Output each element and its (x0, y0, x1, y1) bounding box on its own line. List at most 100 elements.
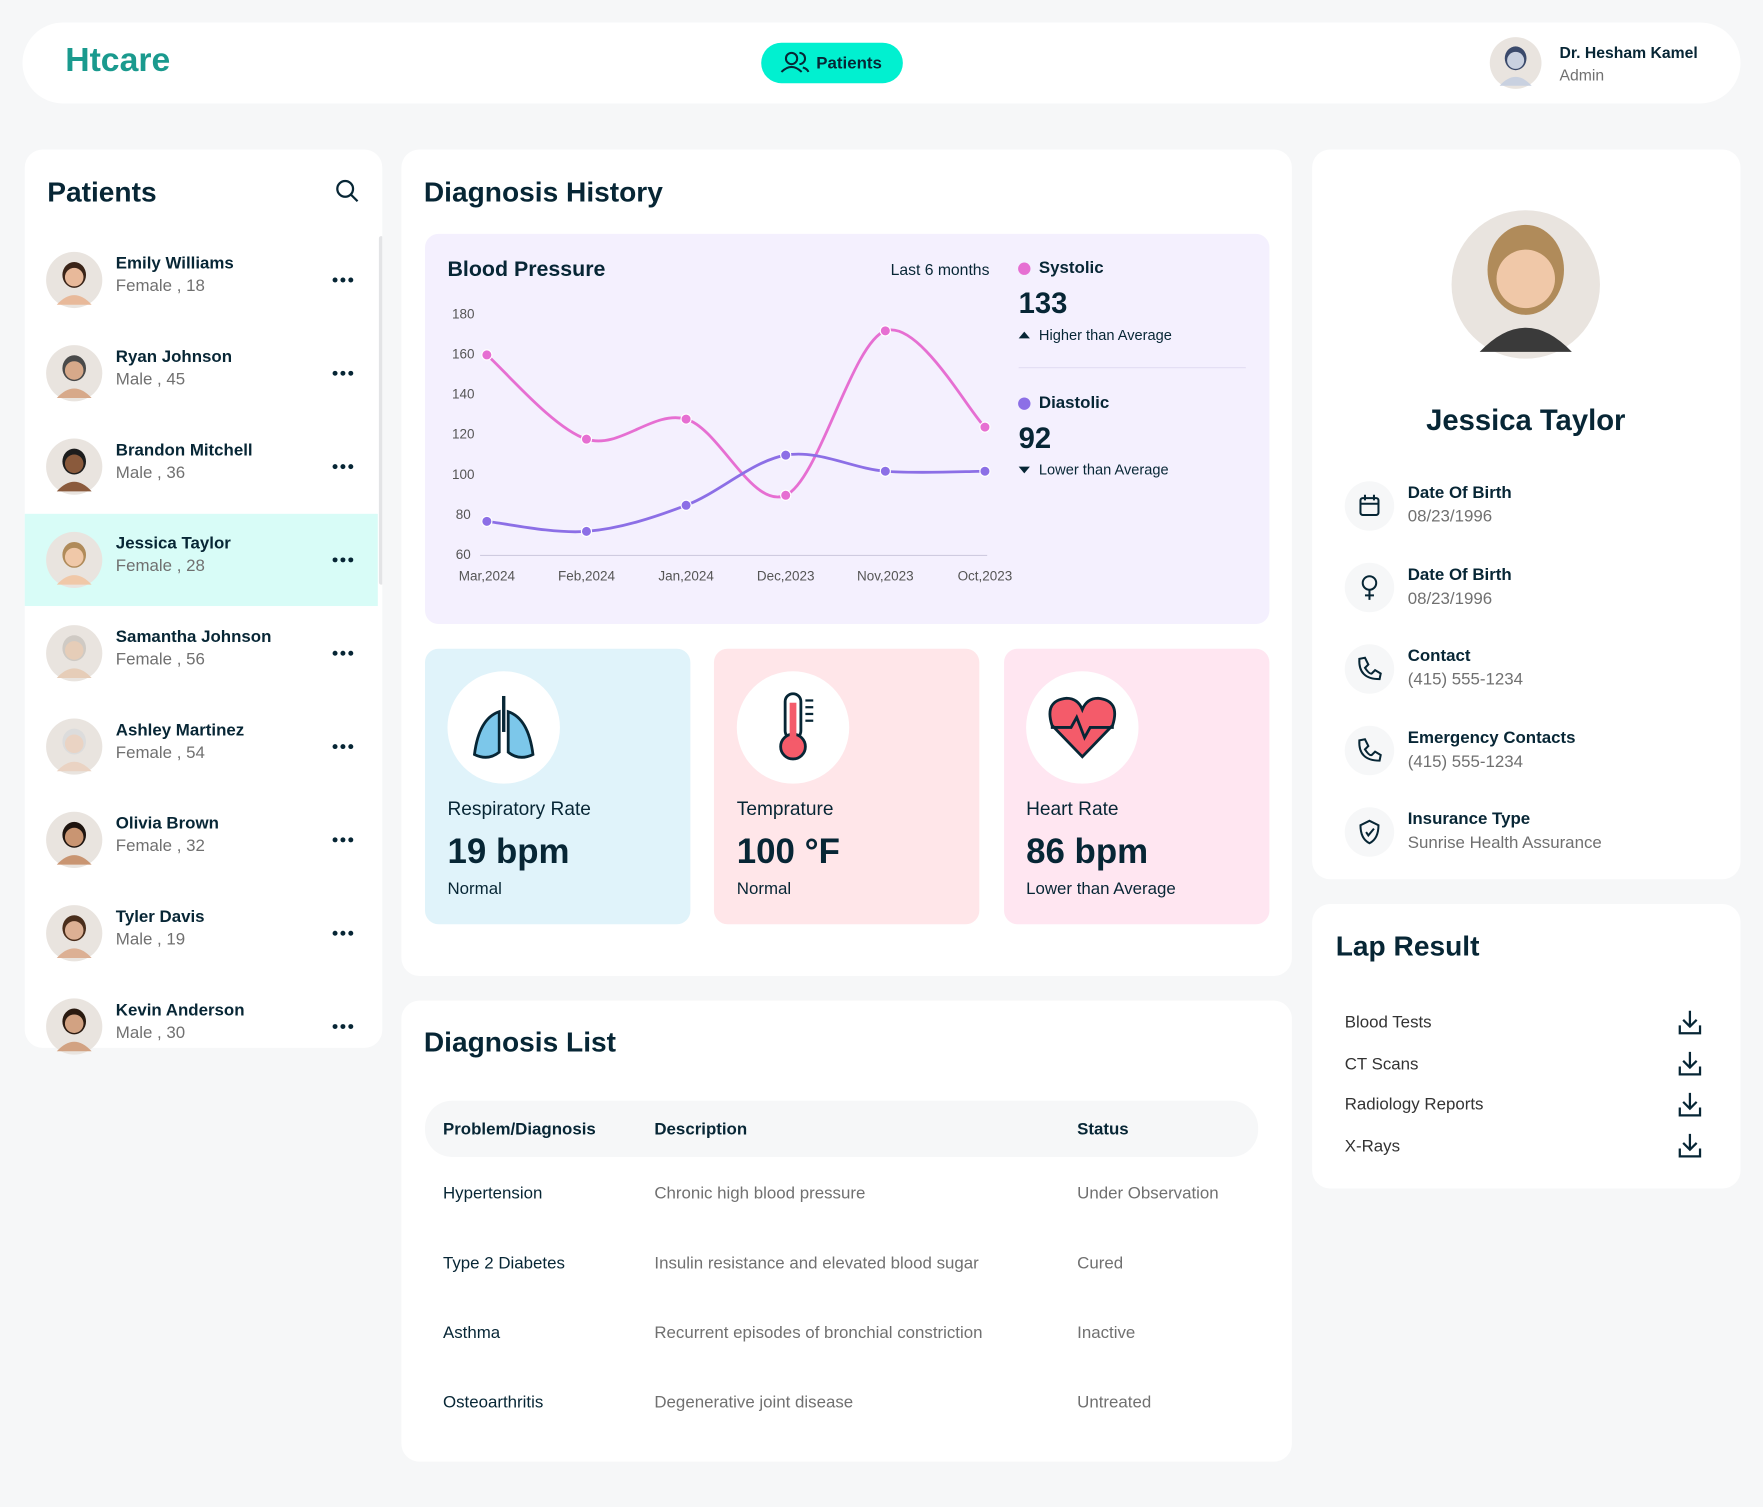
field-label: Date Of Birth (1407, 564, 1512, 585)
download-icon[interactable] (1678, 1133, 1702, 1158)
y-tick-label: 140 (452, 387, 475, 402)
patient-info: Male , 30 (115, 1023, 186, 1043)
reading-note: Lower than Average (1038, 461, 1169, 479)
download-icon[interactable] (1678, 1010, 1702, 1035)
dot (332, 277, 338, 283)
patient-info: Male , 19 (115, 929, 186, 949)
vital-value: 86 bpm (1026, 831, 1149, 871)
point (580, 433, 593, 445)
dot (348, 930, 354, 936)
more-button[interactable] (332, 370, 354, 376)
lab-item[interactable]: Radiology Reports (1344, 1095, 1484, 1115)
patient-name[interactable]: Samantha Johnson (115, 627, 272, 647)
avatar-face (1507, 51, 1525, 69)
dot (340, 557, 346, 563)
patient-name[interactable]: Ashley Martinez (115, 720, 245, 740)
dot (332, 650, 338, 656)
x-tick-label: Oct,2023 (958, 568, 1013, 583)
column-header: Status (1077, 1119, 1129, 1139)
search-icon[interactable] (336, 179, 359, 203)
lab-item[interactable]: Blood Tests (1344, 1013, 1432, 1033)
field-icon (1359, 494, 1380, 516)
lab-item[interactable]: X-Rays (1344, 1136, 1401, 1156)
y-tick-label: 180 (452, 306, 475, 321)
icon-part (1363, 494, 1375, 501)
point (481, 515, 493, 527)
field-label: Date Of Birth (1407, 483, 1512, 503)
panel-title: Patients (47, 176, 157, 209)
icon-part (780, 65, 803, 73)
more-button[interactable] (332, 744, 354, 750)
patient-name[interactable]: Brandon Mitchell (115, 440, 253, 460)
avatar (46, 718, 103, 775)
avatar (46, 345, 103, 402)
avatar-body (1499, 76, 1532, 86)
lab-panel (1312, 903, 1741, 1189)
avatar-face (64, 547, 84, 567)
icon-part (1365, 828, 1375, 838)
icon-part (336, 179, 355, 198)
dot (332, 930, 338, 936)
more-button[interactable] (332, 1024, 354, 1030)
dot (340, 650, 346, 656)
avatar-body (56, 388, 92, 399)
nav-button[interactable] (761, 42, 903, 84)
point (680, 413, 692, 425)
dot (340, 930, 346, 936)
patient-name[interactable]: Emily Williams (115, 254, 234, 274)
download-icon[interactable] (1678, 1092, 1702, 1117)
chart-title: Blood Pressure (447, 258, 606, 282)
user-name: Dr. Hesham Kamel (1559, 43, 1698, 62)
nav-label[interactable]: Patients (816, 53, 882, 74)
dot (348, 277, 354, 283)
dot (348, 557, 354, 563)
diagnosis-list-panel (401, 1000, 1292, 1462)
dot (332, 837, 338, 843)
patient-name[interactable]: Jessica Taylor (115, 534, 231, 554)
icon-part (1678, 1051, 1702, 1076)
chart-period[interactable]: Last 6 months (890, 260, 990, 279)
legend-label: Systolic (1038, 258, 1104, 278)
vital-value: 19 bpm (447, 831, 570, 871)
more-button[interactable] (332, 930, 354, 936)
avatar-face (64, 1014, 84, 1034)
y-tick-label: 160 (452, 346, 475, 361)
patient-name[interactable]: Kevin Anderson (115, 1000, 245, 1020)
dot (340, 277, 346, 283)
icon-part (1678, 1010, 1702, 1035)
avatar-body (56, 481, 92, 492)
point (879, 325, 891, 337)
profile-body (1479, 327, 1572, 352)
vital-label: Temprature (736, 798, 834, 820)
avatar-face (64, 454, 84, 474)
icon-part (1358, 738, 1382, 762)
reading-value: 133 (1018, 286, 1068, 320)
more-button[interactable] (332, 557, 354, 563)
panel-title: Diagnosis History (423, 176, 663, 209)
avatar-face (64, 734, 84, 754)
patient-name[interactable]: Ryan Johnson (115, 347, 233, 367)
download-icon[interactable] (1678, 1051, 1702, 1076)
table-cell: Inactive (1077, 1323, 1136, 1343)
lab-item[interactable]: CT Scans (1344, 1054, 1419, 1074)
nav-icon (780, 51, 810, 73)
y-tick-label: 80 (456, 507, 471, 522)
y-tick-label: 120 (452, 427, 475, 442)
dot (348, 650, 354, 656)
y-tick-label: 100 (452, 467, 475, 482)
patient-info: Female , 28 (115, 556, 205, 576)
more-button[interactable] (332, 650, 354, 656)
icon-part (799, 51, 810, 73)
avatar (1489, 37, 1542, 89)
legend-dot (1018, 397, 1031, 410)
more-button[interactable] (332, 837, 354, 843)
icon-part (1678, 1092, 1702, 1117)
more-button[interactable] (332, 277, 354, 283)
avatar-face (64, 827, 84, 847)
patient-name[interactable]: Olivia Brown (115, 814, 219, 834)
patient-info: Male , 36 (115, 463, 186, 483)
x-tick-label: Feb,2024 (558, 568, 615, 583)
patient-name[interactable]: Tyler Davis (115, 907, 205, 927)
more-button[interactable] (332, 464, 354, 470)
